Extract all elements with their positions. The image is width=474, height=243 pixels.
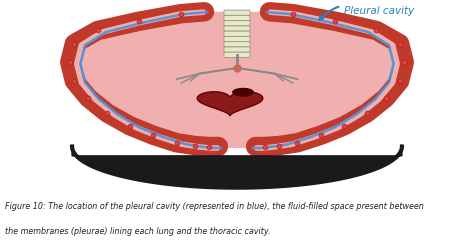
Text: Figure 10: The location of the pleural cavity (represented in blue), the fluid-f: Figure 10: The location of the pleural c… xyxy=(5,202,424,211)
FancyBboxPatch shape xyxy=(224,52,250,57)
Polygon shape xyxy=(237,12,397,148)
FancyBboxPatch shape xyxy=(224,31,250,36)
FancyBboxPatch shape xyxy=(224,21,250,26)
Text: Pleural cavity: Pleural cavity xyxy=(319,6,414,20)
FancyBboxPatch shape xyxy=(224,42,250,47)
FancyBboxPatch shape xyxy=(224,15,250,21)
Text: the membranes (pleurae) lining each lung and the thoracic cavity.: the membranes (pleurae) lining each lung… xyxy=(5,227,270,236)
Polygon shape xyxy=(233,88,253,96)
FancyBboxPatch shape xyxy=(224,10,250,15)
FancyBboxPatch shape xyxy=(224,26,250,31)
Polygon shape xyxy=(72,147,402,188)
Polygon shape xyxy=(197,92,263,116)
FancyBboxPatch shape xyxy=(224,36,250,42)
Polygon shape xyxy=(77,12,237,148)
FancyBboxPatch shape xyxy=(224,47,250,52)
